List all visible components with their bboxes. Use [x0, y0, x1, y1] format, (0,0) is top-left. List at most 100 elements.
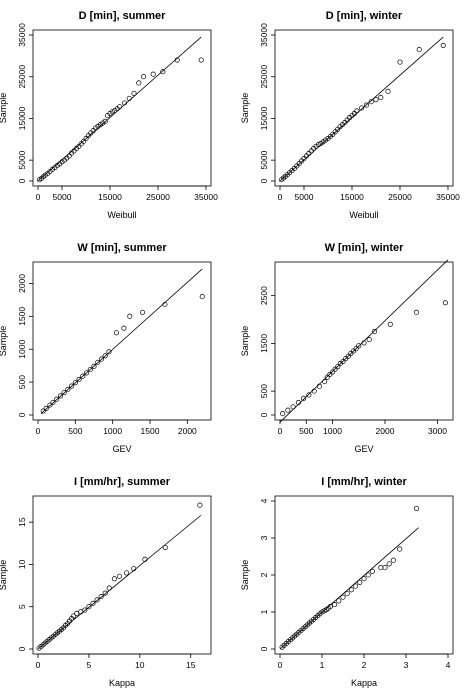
chart-panel-5: I [mm/hr], summer 0 5 10 15 Kappa 0 5 10 15 Sample: [0, 476, 212, 688]
y-axis-label: Sample: [240, 326, 250, 357]
y-tick-label: 25000: [17, 65, 27, 89]
chart-panel-2: D [min], winter 0 5000 15000 25000 35000 Weibu…: [240, 10, 460, 220]
x-tick-label: 15: [186, 660, 196, 670]
data-point: [94, 597, 100, 603]
data-point: [387, 321, 393, 327]
data-point: [162, 301, 168, 308]
data-point: [61, 390, 67, 396]
data-point: [90, 600, 96, 606]
y-tick-label: 10: [17, 559, 27, 569]
data-point: [332, 129, 338, 135]
data-point: [198, 57, 204, 63]
chart-panel-6: I [mm/hr], winter 0 1 2 3 4 Kappa 0 1 2 3 4 Sample: [240, 476, 454, 688]
data-point: [109, 109, 115, 115]
data-point: [91, 363, 97, 369]
data-point: [71, 613, 77, 619]
data-point: [442, 300, 448, 306]
y-tick-label: 35000: [259, 23, 269, 47]
chart-title: D [min], summer: [79, 10, 167, 22]
x-tick-label: 1000: [323, 426, 342, 436]
data-point: [416, 47, 422, 53]
x-axis-label: Kappa: [351, 678, 377, 688]
data-point: [142, 556, 148, 562]
data-point: [336, 598, 342, 604]
data-point: [57, 393, 63, 399]
data-point: [369, 568, 375, 574]
data-point: [106, 585, 112, 591]
data-point: [311, 388, 317, 394]
x-axis: 0 500 1000 2000 3000: [278, 419, 447, 436]
data-point: [285, 407, 291, 413]
data-point: [65, 386, 71, 392]
data-point: [54, 396, 60, 402]
data-point: [371, 328, 378, 335]
y-axis: 0 500 1000 1500 2000: [17, 274, 33, 417]
data-point: [295, 400, 301, 406]
x-tick-label: 1000: [103, 426, 122, 436]
x-tick-label: 500: [68, 426, 82, 436]
y-axis-label: Sample: [240, 93, 250, 124]
data-points: [36, 502, 203, 651]
data-point: [348, 587, 354, 593]
y-axis: 0 1 2 3 4: [259, 498, 275, 651]
data-point: [72, 380, 78, 386]
x-tick-label: 10: [135, 660, 145, 670]
data-point: [174, 57, 180, 63]
chart-panel-4: W [min], winter 0 500 1000 2000 3000 GEV 0 500 15…: [240, 242, 454, 454]
data-point: [102, 590, 108, 596]
data-point: [329, 369, 336, 375]
data-point: [354, 108, 360, 114]
data-point: [40, 408, 46, 414]
data-point: [113, 330, 119, 336]
data-point: [366, 337, 372, 343]
data-point: [86, 604, 92, 610]
data-point: [308, 148, 314, 154]
data-point: [139, 309, 146, 315]
x-tick-label: 0: [278, 426, 283, 436]
reference-line: [279, 527, 419, 650]
x-tick-label: 4: [446, 660, 451, 670]
data-point: [353, 583, 359, 589]
data-point: [368, 99, 374, 105]
data-point: [127, 313, 133, 319]
data-point: [316, 383, 322, 389]
x-tick-label: 5: [87, 660, 92, 670]
data-points: [279, 505, 420, 650]
y-tick-label: 35000: [17, 23, 27, 47]
y-tick-label: 5000: [259, 150, 269, 169]
data-point: [361, 340, 367, 346]
data-point: [199, 294, 205, 300]
y-tick-label: 1500: [17, 307, 27, 326]
x-axis: 0 500 1000 1500 2000: [36, 419, 197, 436]
data-point: [345, 353, 351, 359]
data-point: [47, 402, 53, 408]
data-point: [141, 74, 147, 80]
x-axis-label: Weibull: [107, 210, 136, 220]
x-axis: 0 5000 15000 25000 35000: [36, 185, 218, 202]
x-axis-label: Kappa: [109, 678, 135, 688]
data-point: [160, 69, 166, 75]
y-tick-label: 1: [259, 609, 269, 614]
x-tick-label: 0: [36, 192, 41, 202]
y-tick-label: 2500: [259, 286, 269, 305]
data-point: [344, 590, 350, 597]
data-point: [359, 105, 365, 111]
y-axis-label: Sample: [0, 560, 8, 591]
data-point: [332, 602, 338, 608]
y-tick-label: 2: [259, 572, 269, 577]
data-point: [98, 356, 105, 362]
data-points: [40, 294, 205, 414]
x-tick-label: 0: [36, 426, 41, 436]
data-point: [117, 104, 123, 110]
y-tick-label: 0: [17, 646, 27, 651]
x-tick-label: 2000: [178, 426, 197, 436]
data-point: [106, 349, 112, 355]
x-axis-label: GEV: [112, 444, 131, 454]
y-tick-label: 0: [17, 412, 27, 417]
x-axis: 0 5000 15000 25000 35000: [278, 185, 460, 202]
chart-panel-3: W [min], summer 0 500 1000 1500 2000 GEV 0 500 10…: [0, 242, 212, 454]
chart-title: W [min], winter: [325, 242, 405, 254]
data-point: [150, 71, 156, 77]
y-tick-label: 500: [17, 375, 27, 389]
data-point: [306, 392, 312, 398]
